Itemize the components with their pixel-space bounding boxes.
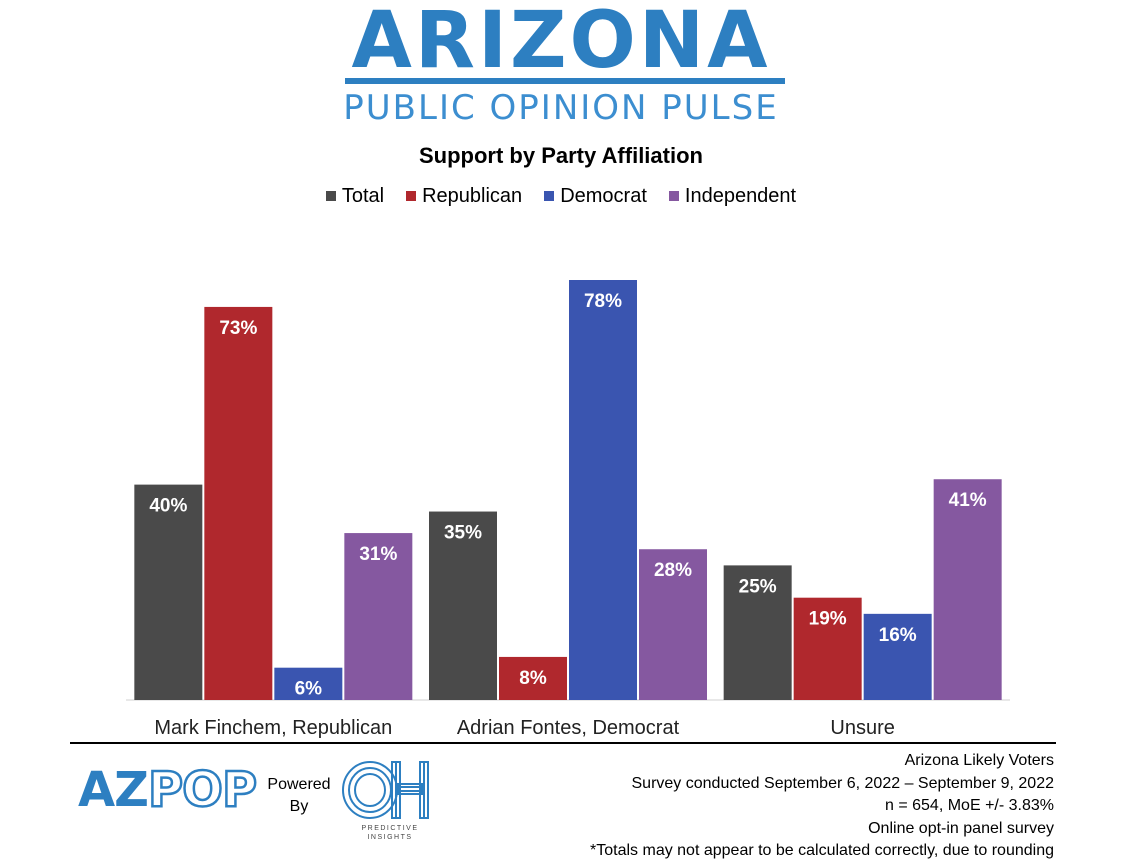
bar bbox=[204, 306, 273, 700]
bar-data-label: 35% bbox=[444, 523, 482, 544]
oh-caption: PREDICTIVE INSIGHTS bbox=[350, 824, 430, 842]
survey-notes: Arizona Likely Voters Survey conducted S… bbox=[590, 750, 1054, 863]
legend-label: Republican bbox=[422, 185, 523, 207]
oh-caption-line: INSIGHTS bbox=[367, 834, 413, 841]
powered-by-text: Powered By bbox=[264, 774, 334, 818]
logo-rule bbox=[345, 78, 785, 84]
bar-data-label: 78% bbox=[584, 291, 622, 312]
bar-data-label: 16% bbox=[879, 625, 917, 646]
footer-divider bbox=[70, 742, 1056, 744]
bar-data-label: 8% bbox=[519, 668, 547, 689]
category-label: Unsure bbox=[830, 717, 894, 739]
bar bbox=[723, 565, 792, 700]
bar bbox=[134, 484, 203, 700]
legend-label: Independent bbox=[684, 185, 797, 207]
bar bbox=[499, 656, 567, 700]
chart-title: Support by Party Affiliation bbox=[419, 143, 703, 168]
legend-item: Republican bbox=[406, 184, 522, 208]
azpop-logo-az: AZ bbox=[78, 762, 149, 818]
bar bbox=[569, 280, 637, 700]
bar bbox=[863, 613, 932, 700]
legend-label: Democrat bbox=[560, 185, 647, 207]
bar bbox=[639, 549, 707, 700]
survey-note: Arizona Likely Voters bbox=[904, 752, 1054, 769]
bar-data-label: 31% bbox=[359, 544, 397, 565]
legend-item: Total bbox=[325, 184, 385, 208]
chart-legend: Total Republican Democrat Independent bbox=[0, 184, 1122, 208]
bar-data-label: 19% bbox=[809, 609, 847, 630]
bar bbox=[429, 511, 497, 700]
logo-title: ARIZONA bbox=[351, 0, 771, 86]
bar bbox=[793, 597, 862, 700]
bar-data-label: 73% bbox=[219, 318, 257, 339]
bar-data-label: 6% bbox=[295, 679, 323, 700]
legend-label: Total bbox=[341, 185, 385, 207]
legend-swatch bbox=[544, 191, 555, 201]
legend-item: Independent bbox=[668, 184, 797, 208]
bar-data-label: 28% bbox=[654, 560, 692, 581]
legend-swatch bbox=[325, 191, 336, 201]
bar-data-label: 25% bbox=[739, 576, 777, 597]
azpop-logo-pop: POP bbox=[147, 762, 259, 818]
bar bbox=[933, 479, 1002, 700]
bar-data-label: 40% bbox=[149, 496, 187, 517]
oh-predictive-logo bbox=[342, 761, 429, 819]
bar bbox=[344, 533, 413, 700]
survey-note: Online opt-in panel survey bbox=[868, 819, 1054, 837]
powered-by-line: By bbox=[289, 798, 309, 815]
powered-by-line: Powered bbox=[267, 776, 331, 793]
survey-note: *Totals may not appear to be calculated … bbox=[590, 842, 1054, 859]
bar bbox=[274, 667, 343, 700]
oh-caption-line: PREDICTIVE bbox=[361, 825, 419, 832]
survey-note: n = 654, MoE +/- 3.83% bbox=[885, 797, 1054, 814]
logo-subtitle: PUBLIC OPINION PULSE bbox=[343, 88, 779, 128]
survey-note: Survey conducted September 6, 2022 – Sep… bbox=[631, 774, 1055, 792]
category-label: Adrian Fontes, Democrat bbox=[457, 717, 680, 739]
legend-swatch bbox=[668, 191, 679, 201]
legend-item: Democrat bbox=[544, 184, 647, 208]
azpop-logo: AZPOP bbox=[78, 762, 259, 818]
category-label: Mark Finchem, Republican bbox=[154, 717, 392, 739]
legend-swatch bbox=[406, 191, 417, 201]
bar-data-label: 41% bbox=[949, 490, 987, 511]
